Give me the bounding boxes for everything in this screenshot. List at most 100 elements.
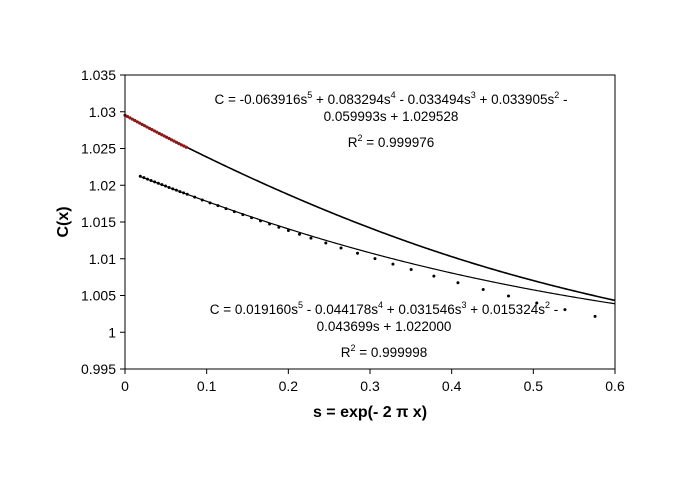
y-tick-label: 1.01 (89, 251, 116, 267)
x-tick-labels: 0 0.1 0.2 0.3 0.4 0.5 0.6 (121, 378, 625, 394)
eq-lower-term: - 0.044178s (303, 302, 378, 317)
data-point (130, 117, 134, 121)
data-point (179, 143, 183, 147)
data-point (563, 308, 567, 312)
data-point (456, 281, 460, 285)
data-point (208, 201, 212, 205)
data-point (268, 222, 272, 226)
y-tick-label: 1.025 (81, 141, 116, 157)
data-point (174, 188, 178, 192)
eq-upper-term: + 0.033905s (476, 92, 555, 107)
eq-lower-term: + 0.031546s (383, 302, 462, 317)
eq-lower-exp: 3 (462, 300, 467, 310)
equation-lower-line2: 0.043699s + 1.022000 (317, 319, 452, 334)
plot-axes (120, 74, 616, 374)
data-point (258, 219, 262, 223)
data-point (167, 136, 171, 141)
data-point (164, 184, 168, 188)
x-tick-label: 0.4 (442, 378, 462, 394)
data-point (593, 314, 597, 318)
r2-lower: R2 = 0.999998 (341, 343, 427, 360)
data-point (149, 178, 153, 182)
equation-lower-line1: C = 0.019160s5 - 0.044178s4 + 0.031546s3… (210, 300, 558, 317)
r2-lower-value: = 0.999998 (356, 345, 428, 360)
data-point (152, 129, 156, 133)
data-point (193, 195, 197, 199)
data-point (135, 120, 139, 124)
data-point (138, 121, 142, 125)
data-point (232, 210, 236, 214)
series-1-points (123, 113, 188, 149)
data-point (324, 241, 328, 245)
data-point (535, 301, 539, 305)
data-point (174, 140, 179, 144)
x-tick-label: 0.2 (279, 378, 299, 394)
x-tick-label: 0.6 (605, 378, 625, 394)
data-point (140, 122, 144, 127)
eq-upper-term: + 0.083294s (312, 92, 391, 107)
fit-curve-1 (124, 114, 616, 302)
eq-upper-term: C = -0.063916s (215, 92, 308, 107)
data-point (309, 236, 313, 240)
r2-upper-exp: 2 (358, 133, 363, 143)
eq-upper-exp: 5 (307, 90, 312, 100)
data-point (125, 114, 130, 119)
data-point (298, 232, 302, 236)
data-point (155, 130, 159, 134)
data-point (481, 288, 485, 292)
data-point (177, 141, 181, 146)
data-point (184, 145, 188, 149)
fit-curve-2 (140, 175, 616, 305)
data-points (123, 113, 597, 318)
eq-upper-exp: 4 (391, 90, 396, 100)
y-tick-label: 1.035 (81, 67, 116, 83)
r2-lower-label: R (341, 345, 351, 360)
data-point (133, 118, 137, 123)
data-point (172, 139, 176, 143)
y-tick-label: 1.02 (89, 177, 116, 193)
data-point (373, 257, 377, 261)
data-point (185, 192, 189, 196)
fit-equation-lower: C = 0.019160s5 - 0.044178s4 + 0.031546s3… (210, 300, 558, 360)
data-point (171, 187, 175, 191)
y-tick-label: 1.03 (89, 104, 116, 120)
eq-lower-term: C = 0.019160s (210, 302, 298, 317)
x-tick-label: 0.3 (360, 378, 380, 394)
data-point (250, 216, 254, 220)
data-point (200, 198, 204, 202)
y-axis-title: C(x) (55, 206, 72, 237)
data-point (138, 174, 142, 178)
eq-upper-term: - (559, 92, 567, 107)
data-point (339, 246, 343, 250)
r2-upper: R2 = 0.999976 (348, 133, 434, 150)
data-point (128, 116, 132, 120)
y-tick-label: 0.995 (81, 361, 116, 377)
fit-equation-upper: C = -0.063916s5 + 0.083294s4 - 0.033494s… (215, 90, 568, 150)
r2-upper-value: = 0.999976 (363, 135, 435, 150)
x-tick-label: 0.1 (197, 378, 217, 394)
data-point (241, 213, 245, 217)
data-point (167, 185, 171, 189)
data-point (165, 135, 169, 139)
data-point (162, 134, 166, 138)
data-point (160, 183, 164, 187)
eq-lower-term: + 0.015324s (467, 302, 546, 317)
x-tick-label: 0.5 (524, 378, 544, 394)
data-point (216, 204, 220, 208)
data-point (391, 262, 395, 266)
y-tick-label: 1.005 (81, 288, 116, 304)
data-point (182, 191, 186, 195)
data-point (147, 126, 152, 130)
data-point (169, 138, 174, 142)
data-point (224, 207, 228, 211)
data-point (507, 294, 511, 298)
eq-lower-term: - (550, 302, 558, 317)
data-point (432, 274, 436, 278)
data-point (356, 251, 359, 255)
data-point (157, 131, 161, 136)
data-point (143, 124, 147, 128)
data-point (156, 181, 160, 185)
x-axis-title: s = exp(- 2 π x) (313, 404, 427, 421)
data-point (160, 133, 164, 137)
